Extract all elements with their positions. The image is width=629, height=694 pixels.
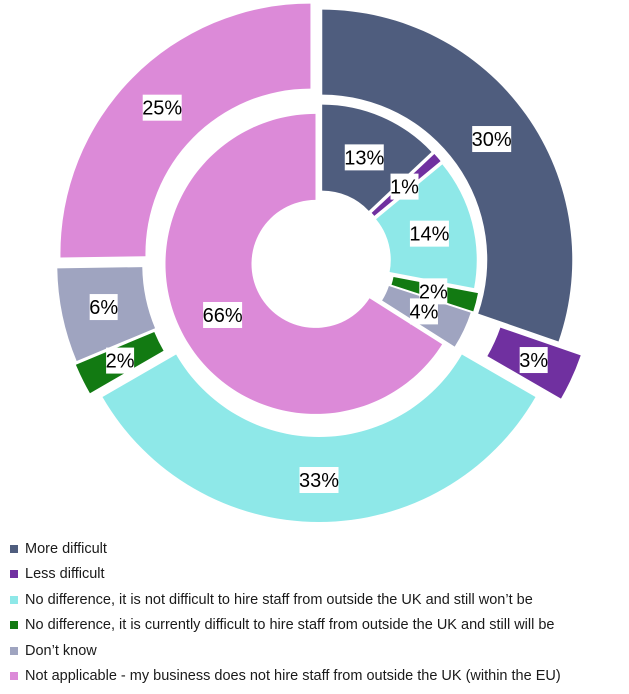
- outer-label-more-difficult-box: [472, 126, 512, 153]
- inner-label-more-difficult: 13%: [344, 147, 384, 169]
- legend-swatch: [10, 621, 18, 630]
- legend-label: Don’t know: [25, 642, 97, 659]
- legend-swatch: [10, 570, 18, 579]
- legend-label: Less difficult: [25, 566, 105, 583]
- outer-label-no-difference-it-is-currently-difficult-: 2%: [106, 351, 135, 373]
- legend-swatch: [10, 646, 18, 655]
- legend-item-dont-know: Don’t know: [10, 638, 625, 664]
- legend-swatch: [10, 595, 18, 604]
- outer-slice-no-difference-it-is-not-difficult-to-hir: [102, 354, 536, 522]
- outer-label-don-t-know: 6%: [89, 297, 118, 319]
- legend-label: More difficult: [25, 540, 107, 557]
- outer-label-less-difficult: 3%: [519, 350, 548, 372]
- inner-label-no-difference-it-is-currently-difficult-: 2%: [419, 281, 448, 303]
- legend-item-more-difficult: More difficult: [10, 536, 625, 562]
- outer-label-don-t-know-box: [89, 294, 118, 321]
- donut-chart: 30%3%33%2%6%25%13%1%14%2%4%66%: [57, 3, 581, 522]
- outer-slice-not-applicable-my-business-does-not-hire: [60, 3, 311, 258]
- legend-label: No difference, it is not difficult to hi…: [25, 591, 533, 608]
- inner-label-less-difficult: 1%: [390, 177, 419, 199]
- inner-label-no-difference-it-is-not-difficult-to-hir: 14%: [409, 224, 449, 246]
- legend-item-no-difference-not-difficult: No difference, it is not difficult to hi…: [10, 587, 625, 613]
- outer-label-less-difficult-box: [519, 347, 548, 374]
- inner-label-don-t-know-box: [409, 298, 438, 325]
- legend-swatch: [10, 544, 18, 553]
- inner-label-not-applicable-my-business-does-not-hire-box: [203, 301, 243, 328]
- legend-swatch: [10, 672, 18, 681]
- legend-item-not-applicable: Not applicable - my business does not hi…: [10, 664, 625, 690]
- inner-label-less-difficult-box: [390, 173, 419, 200]
- legend-item-less-difficult: Less difficult: [10, 562, 625, 588]
- inner-slice-not-applicable-my-business-does-not-hire: [165, 113, 443, 414]
- inner-label-not-applicable-my-business-does-not-hire: 66%: [203, 305, 243, 327]
- legend-label: Not applicable - my business does not hi…: [25, 668, 561, 685]
- outer-label-no-difference-it-is-not-difficult-to-hir: 33%: [299, 470, 339, 492]
- inner-label-more-difficult-box: [344, 144, 384, 171]
- outer-label-no-difference-it-is-not-difficult-to-hir-box: [299, 467, 339, 493]
- legend-label: No difference, it is currently difficult…: [25, 617, 555, 634]
- inner-label-no-difference-it-is-not-difficult-to-hir-box: [409, 220, 449, 247]
- legend-item-no-difference-difficult: No difference, it is currently difficult…: [10, 613, 625, 639]
- inner-label-don-t-know: 4%: [410, 301, 439, 323]
- outer-label-not-applicable-my-business-does-not-hire-box: [142, 94, 182, 121]
- outer-label-not-applicable-my-business-does-not-hire: 25%: [142, 98, 182, 120]
- outer-label-no-difference-it-is-currently-difficult--box: [106, 347, 135, 374]
- outer-slice-more-difficult: [322, 9, 573, 342]
- chart-legend: More difficult Less difficult No differe…: [10, 536, 625, 689]
- outer-label-more-difficult: 30%: [472, 129, 512, 151]
